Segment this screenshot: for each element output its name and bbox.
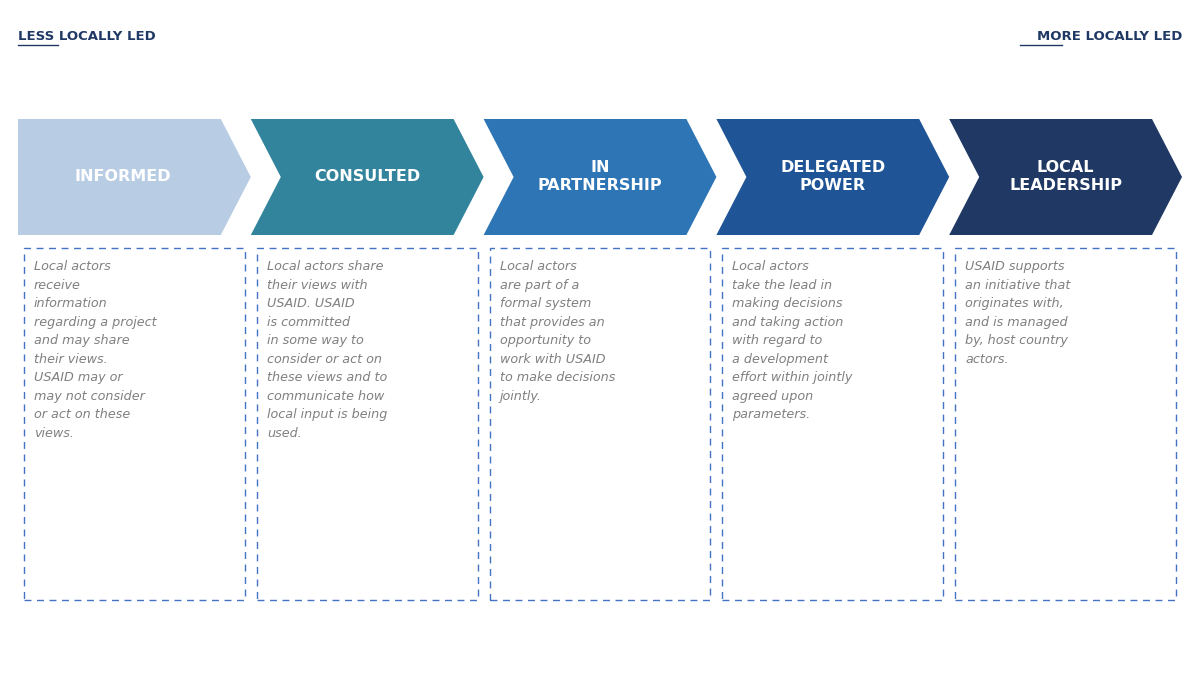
Text: Local actors
take the lead in
making decisions
and taking action
with regard to
: Local actors take the lead in making dec… xyxy=(732,260,853,421)
Polygon shape xyxy=(949,119,1182,235)
Polygon shape xyxy=(18,119,251,235)
Text: Local actors
receive
information
regarding a project
and may share
their views.
: Local actors receive information regardi… xyxy=(34,260,157,439)
Polygon shape xyxy=(716,119,949,235)
Text: Local actors
are part of a
formal system
that provides an
opportunity to
work wi: Local actors are part of a formal system… xyxy=(499,260,614,402)
Text: MORE LOCALLY LED: MORE LOCALLY LED xyxy=(1037,30,1182,43)
Text: DELEGATED
POWER: DELEGATED POWER xyxy=(780,161,886,194)
Polygon shape xyxy=(484,119,716,235)
FancyBboxPatch shape xyxy=(490,248,710,600)
Text: INFORMED: INFORMED xyxy=(74,169,170,184)
FancyBboxPatch shape xyxy=(24,248,245,600)
FancyBboxPatch shape xyxy=(257,248,478,600)
Text: CONSULTED: CONSULTED xyxy=(314,169,420,184)
Text: LOCAL
LEADERSHIP: LOCAL LEADERSHIP xyxy=(1009,161,1122,194)
FancyBboxPatch shape xyxy=(955,248,1176,600)
Text: LESS LOCALLY LED: LESS LOCALLY LED xyxy=(18,30,156,43)
Polygon shape xyxy=(251,119,484,235)
Text: Local actors share
their views with
USAID. USAID
is committed
in some way to
con: Local actors share their views with USAI… xyxy=(266,260,388,439)
Text: IN
PARTNERSHIP: IN PARTNERSHIP xyxy=(538,161,662,194)
FancyBboxPatch shape xyxy=(722,248,943,600)
Text: USAID supports
an initiative that
originates with,
and is managed
by, host count: USAID supports an initiative that origin… xyxy=(965,260,1070,365)
